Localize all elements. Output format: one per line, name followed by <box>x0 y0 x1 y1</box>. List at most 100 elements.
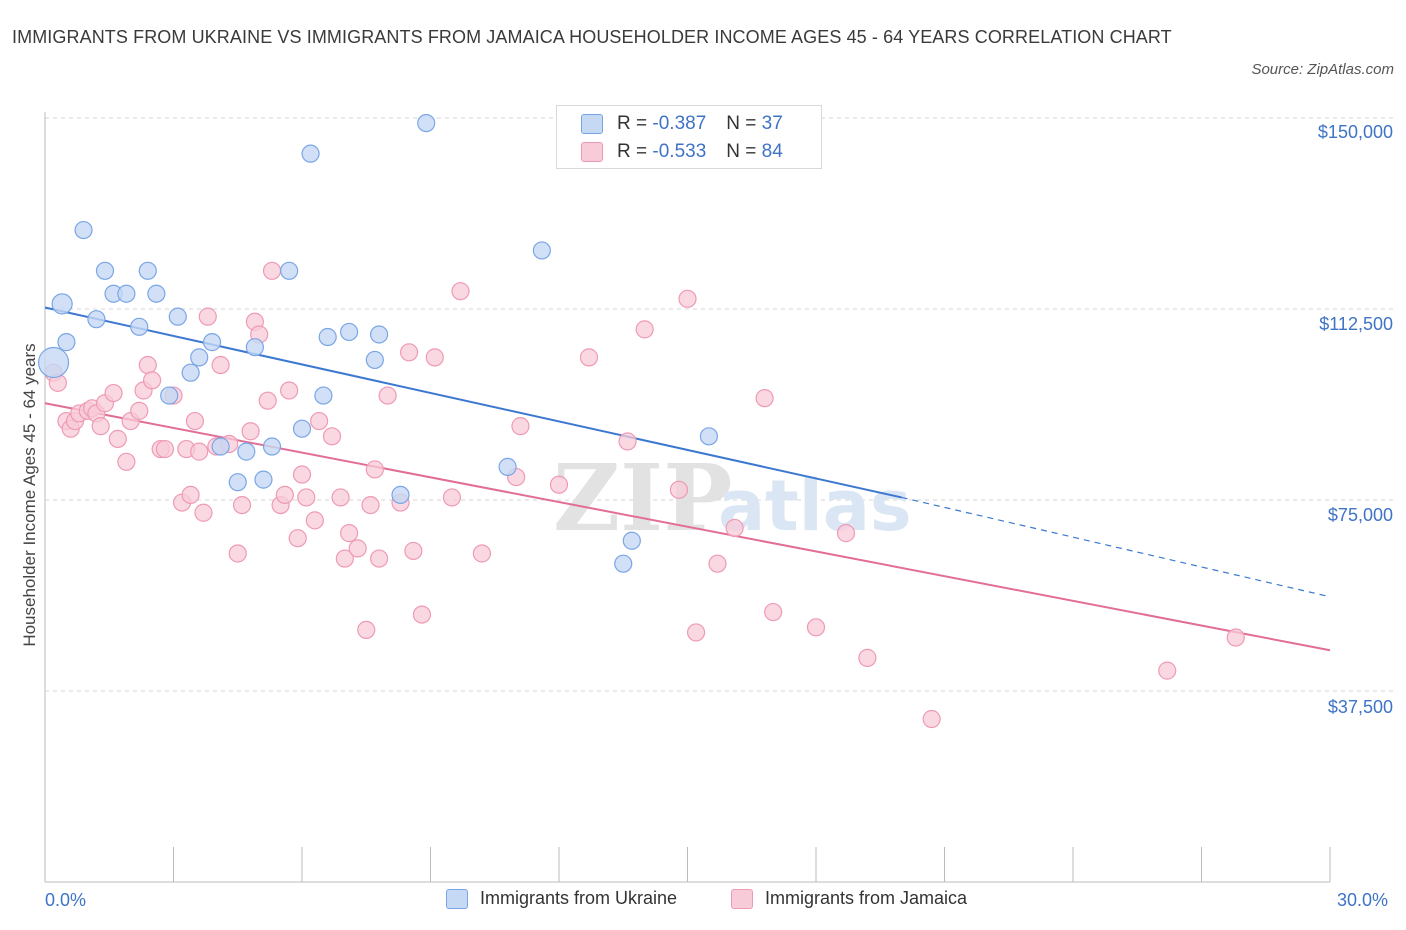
ukraine-point <box>370 325 389 344</box>
legend-item-jamaica[interactable]: Immigrants from Jamaica <box>731 888 967 909</box>
ukraine-point <box>160 386 179 405</box>
jamaica-point <box>108 429 127 448</box>
jamaica-point <box>297 488 316 507</box>
ukraine-point <box>622 531 641 550</box>
jamaica-point <box>142 371 162 390</box>
jamaica-point <box>669 480 689 499</box>
jamaica-point <box>451 282 470 301</box>
jamaica-point <box>725 518 744 538</box>
ukraine-legend-label: Immigrants from Ukraine <box>480 888 678 908</box>
jamaica-point <box>511 417 530 436</box>
jamaica-point <box>412 605 432 624</box>
jamaica-point <box>378 386 397 405</box>
ukraine-point <box>699 427 719 446</box>
y-tick-label: $75,000 <box>1327 505 1393 525</box>
ukraine-point <box>301 144 320 163</box>
ukraine-point <box>237 442 256 461</box>
ukraine-point <box>190 348 209 367</box>
x-tick-label-min: 0.0% <box>45 890 87 910</box>
jamaica-legend-swatch <box>731 888 753 909</box>
jamaica-point <box>292 465 312 484</box>
x-tick-label-max: 30.0% <box>1337 890 1389 910</box>
jamaica-point <box>194 503 213 522</box>
ukraine-point <box>130 317 149 336</box>
jamaica-point <box>138 355 157 375</box>
ukraine-point <box>318 327 337 347</box>
gridlines <box>45 117 1395 692</box>
legend-row-jamaica: R = -0.533 N = 84 <box>581 139 783 165</box>
ukraine-r-value: -0.387 <box>652 113 707 134</box>
ukraine-point <box>168 307 187 326</box>
jamaica-point <box>91 417 110 436</box>
y-tick-label: $150,000 <box>1317 122 1393 142</box>
jamaica-point <box>104 383 123 403</box>
jamaica-swatch <box>581 142 603 162</box>
ukraine-n-value: 37 <box>761 113 783 134</box>
ukraine-point <box>117 284 136 303</box>
jamaica-point <box>288 529 307 548</box>
jamaica-point <box>340 524 359 543</box>
ukraine-point <box>292 419 312 438</box>
ukraine-point <box>202 333 222 352</box>
legend-item-ukraine[interactable]: Immigrants from Ukraine <box>446 888 677 909</box>
trend-lines <box>44 306 1331 652</box>
axes <box>44 112 1331 883</box>
ukraine-point <box>254 470 273 489</box>
ukraine-point <box>37 346 70 379</box>
ukraine-point <box>391 485 410 505</box>
jamaica-point <box>858 648 877 667</box>
n-label: N = <box>726 113 757 134</box>
jamaica-point <box>228 544 247 563</box>
jamaica-n-value: 84 <box>761 141 783 162</box>
jamaica-point <box>335 549 354 568</box>
jamaica-point <box>1158 661 1177 680</box>
chart-title: IMMIGRANTS FROM UKRAINE VS IMMIGRANTS FR… <box>12 27 1172 47</box>
ukraine-point <box>365 350 384 370</box>
ukraine-point <box>87 310 106 329</box>
jamaica-point <box>155 439 175 459</box>
ukraine-point <box>262 437 282 456</box>
jamaica-point <box>635 320 654 339</box>
y-axis-label: Householder Income Ages 45 - 64 years <box>20 343 39 647</box>
jamaica-point <box>618 432 637 451</box>
y-tick-label: $37,500 <box>1327 697 1393 717</box>
jamaica-point <box>678 289 697 308</box>
jamaica-point <box>922 709 941 729</box>
series-ukraine <box>37 113 719 573</box>
jamaica-trend-line <box>44 402 1331 652</box>
ukraine-trend-extension <box>901 496 1331 598</box>
jamaica-point <box>806 618 826 637</box>
ukraine-point <box>147 284 166 303</box>
jamaica-point <box>708 554 727 573</box>
jamaica-point <box>211 355 230 375</box>
jamaica-point <box>185 411 205 431</box>
jamaica-point <box>310 411 329 431</box>
jamaica-point <box>232 495 252 515</box>
jamaica-point <box>370 549 389 568</box>
y-tick-label: $112,500 <box>1319 314 1393 334</box>
r-label: R = <box>617 141 648 162</box>
jamaica-point <box>241 422 260 441</box>
jamaica-point <box>258 391 277 410</box>
jamaica-point <box>305 511 324 530</box>
ukraine-point <box>498 457 517 476</box>
ukraine-point <box>51 293 73 315</box>
jamaica-point <box>262 261 282 280</box>
series-jamaica <box>44 261 1245 729</box>
ukraine-point <box>74 220 93 240</box>
ukraine-point <box>614 554 633 573</box>
watermark-zip: ZIP <box>553 444 732 552</box>
jamaica-point <box>442 488 462 507</box>
ukraine-point <box>181 363 200 382</box>
ukraine-point <box>228 473 247 492</box>
ukraine-point <box>280 261 299 280</box>
ukraine-point <box>417 113 436 133</box>
ukraine-point <box>57 333 76 352</box>
jamaica-point <box>275 485 294 505</box>
jamaica-point <box>579 348 599 367</box>
jamaica-point <box>365 460 384 479</box>
jamaica-point <box>117 452 136 471</box>
jamaica-point <box>348 539 367 558</box>
jamaica-r-value: -0.533 <box>652 141 707 162</box>
